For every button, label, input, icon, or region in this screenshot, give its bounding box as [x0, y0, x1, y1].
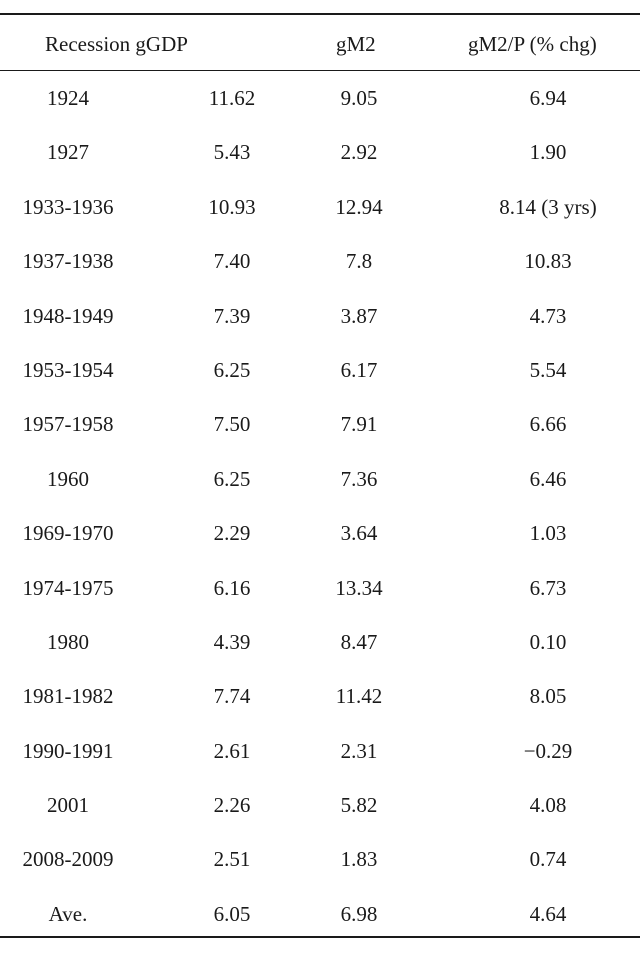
ggdp-value: 4.39 — [213, 629, 251, 654]
gm2-over-p-value: 6.46 — [529, 466, 567, 491]
recession-period: 1948-1949 — [22, 303, 114, 328]
gm2-over-p-value: 5.54 — [529, 357, 567, 382]
recession-period: 2001 — [47, 793, 89, 818]
table-row: 1927 5.43 2.92 1.90 — [0, 126, 640, 180]
gm2-over-p-value: 4.64 — [529, 901, 567, 926]
recession-period: 1953-1954 — [22, 357, 114, 382]
table-row: 2001 2.26 5.82 4.08 — [0, 779, 640, 833]
gm2-over-p-value: 8.14 (3 yrs) — [499, 194, 597, 219]
gm2-value: 6.98 — [340, 901, 378, 926]
ggdp-value: 11.62 — [208, 86, 256, 110]
ggdp-value: 2.51 — [213, 847, 251, 872]
ggdp-value: 7.50 — [213, 412, 251, 437]
table-header: Recession gGDP gM2 gM2/P (% chg) — [0, 26, 640, 66]
gm2-over-p-value: 6.73 — [529, 575, 567, 600]
table-row: 1990-1991 2.61 2.31 −0.29 — [0, 725, 640, 779]
gm2-value: 9.05 — [340, 86, 378, 110]
table-header-rule — [0, 70, 640, 71]
header-gm2: gM2 — [336, 32, 376, 56]
table-row: Ave. 6.05 6.98 4.64 — [0, 888, 640, 942]
gm2-value: 5.82 — [340, 793, 378, 818]
gm2-value: 7.8 — [345, 249, 373, 274]
gm2-over-p-value: 0.74 — [529, 847, 567, 872]
gm2-value: 2.92 — [340, 140, 378, 165]
gm2-over-p-value: 6.94 — [529, 86, 567, 110]
ggdp-value: 6.16 — [213, 575, 251, 600]
table-row: 1924 11.62 9.05 6.94 — [0, 72, 640, 126]
gm2-value: 6.17 — [340, 357, 378, 382]
header-gm2-over-p: gM2/P (% chg) — [468, 32, 597, 56]
gm2-value: 7.36 — [340, 466, 378, 491]
ggdp-value: 2.26 — [213, 793, 251, 818]
ggdp-value: 2.29 — [213, 521, 251, 546]
ggdp-value: 7.40 — [213, 249, 251, 274]
table-row: 1960 6.25 7.36 6.46 — [0, 453, 640, 507]
table-row: 1969-1970 2.29 3.64 1.03 — [0, 507, 640, 561]
recession-period: 1980 — [47, 629, 89, 654]
gm2-over-p-value: −0.29 — [523, 738, 573, 763]
recession-period: 1969-1970 — [22, 521, 114, 546]
gm2-over-p-value: 1.90 — [529, 140, 567, 165]
table-row: 1957-1958 7.50 7.91 6.66 — [0, 398, 640, 452]
gm2-over-p-value: 4.73 — [529, 303, 567, 328]
gm2-over-p-value: 6.66 — [529, 412, 567, 437]
recession-period: Ave. — [48, 901, 88, 926]
table-row: 1953-1954 6.25 6.17 5.54 — [0, 344, 640, 398]
table-top-rule — [0, 13, 640, 15]
ggdp-value: 10.93 — [208, 194, 256, 219]
header-recession-ggdp: Recession gGDP — [45, 32, 188, 56]
gm2-over-p-value: 4.08 — [529, 793, 567, 818]
recession-period: 1981-1982 — [22, 684, 114, 709]
gm2-over-p-value: 8.05 — [529, 684, 567, 709]
table-row: 1948-1949 7.39 3.87 4.73 — [0, 290, 640, 344]
ggdp-value: 7.74 — [213, 684, 251, 709]
table-row: 2008-2009 2.51 1.83 0.74 — [0, 833, 640, 887]
ggdp-value: 6.25 — [213, 466, 251, 491]
gm2-value: 8.47 — [340, 629, 378, 654]
gm2-over-p-value: 1.03 — [529, 521, 567, 546]
ggdp-value: 2.61 — [213, 738, 251, 763]
ggdp-value: 7.39 — [213, 303, 251, 328]
gm2-value: 1.83 — [340, 847, 378, 872]
table-row: 1974-1975 6.16 13.34 6.73 — [0, 562, 640, 616]
table-row: 1980 4.39 8.47 0.10 — [0, 616, 640, 670]
recession-period: 1927 — [47, 140, 89, 165]
table-bottom-rule — [0, 936, 640, 938]
gm2-over-p-value: 10.83 — [524, 249, 572, 274]
gm2-value: 3.87 — [340, 303, 378, 328]
ggdp-value: 5.43 — [213, 140, 251, 165]
gm2-value: 11.42 — [335, 684, 383, 709]
gm2-value: 12.94 — [335, 194, 383, 219]
recession-period: 1990-1991 — [22, 738, 114, 763]
recession-period: 1937-1938 — [22, 249, 114, 274]
gm2-value: 7.91 — [340, 412, 378, 437]
table-body: 1924 11.62 9.05 6.94 1927 5.43 2.92 1.90 1933-19… — [0, 72, 640, 942]
recession-period: 1957-1958 — [22, 412, 114, 437]
gm2-value: 3.64 — [340, 521, 378, 546]
recession-period: 1960 — [47, 466, 89, 491]
table-row: 1937-1938 7.40 7.8 10.83 — [0, 235, 640, 289]
recession-period: 2008-2009 — [22, 847, 114, 872]
ggdp-value: 6.05 — [213, 901, 251, 926]
table-row: 1933-1936 10.93 12.94 8.14 (3 yrs) — [0, 181, 640, 235]
recession-period: 1924 — [47, 86, 89, 110]
ggdp-value: 6.25 — [213, 357, 251, 382]
gm2-value: 2.31 — [340, 738, 378, 763]
gm2-over-p-value: 0.10 — [529, 629, 567, 654]
table-row: 1981-1982 7.74 11.42 8.05 — [0, 670, 640, 724]
recession-period: 1933-1936 — [22, 194, 114, 219]
gm2-value: 13.34 — [335, 575, 383, 600]
recession-period: 1974-1975 — [22, 575, 114, 600]
